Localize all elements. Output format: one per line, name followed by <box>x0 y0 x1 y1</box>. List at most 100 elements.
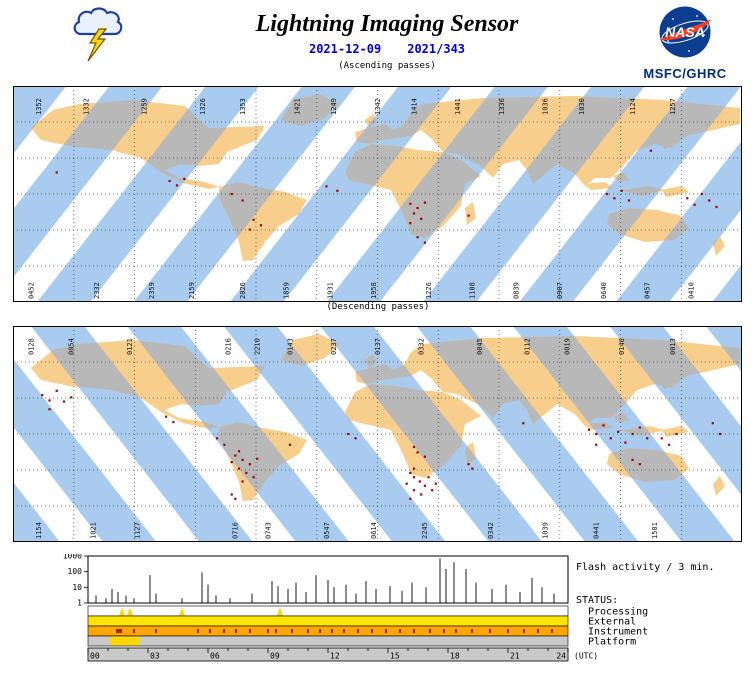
y-axis-tick-label: 10 <box>72 583 82 592</box>
lightning-flash-dot <box>602 424 605 427</box>
time-unit-label: (UTC) <box>574 652 598 661</box>
descending-map-wrap: 0128 0054 0121 0216 2210 0143 0237 0137 0332 0045… <box>13 326 756 542</box>
red-swoosh-icon <box>660 19 711 41</box>
lightning-flash-dot <box>230 192 233 196</box>
lightning-flash-dot <box>693 203 696 206</box>
status-mark <box>429 629 431 633</box>
lightning-flash-dot <box>431 489 434 492</box>
lightning-flash-dot <box>252 476 255 479</box>
lightning-flash-dot <box>230 493 233 496</box>
lightning-flash-dot <box>423 201 426 204</box>
time-tick-label: 18 <box>450 652 460 661</box>
orbit-time-label: 0121 <box>126 338 134 355</box>
lightning-flash-dot <box>595 432 598 436</box>
header: Lightning Imaging Sensor 2021-12-09 2021/… <box>0 0 756 86</box>
status-mark <box>119 607 125 616</box>
orbit-time-label: 0237 <box>330 338 338 355</box>
status-row-platform <box>87 635 569 647</box>
orbit-time-label: 1039 <box>542 522 550 539</box>
lightning-flash-dot <box>70 396 73 399</box>
lightning-flash-dot <box>467 463 470 466</box>
lightning-flash-dot <box>638 463 641 466</box>
lightning-flash-dot <box>631 432 634 436</box>
orbit-time-label: 1021 <box>90 522 98 539</box>
lightning-flash-dot <box>617 430 620 433</box>
time-tick-label: 21 <box>510 652 520 661</box>
lightning-flash-dot <box>423 455 426 458</box>
lightning-flash-dot <box>423 484 426 487</box>
descending-passes-label: (Descending passes) <box>326 302 430 312</box>
latlon-grid <box>13 326 742 542</box>
star <box>688 50 690 52</box>
orbit-time-label: 1931 <box>327 282 335 299</box>
latlon-grid <box>13 86 742 302</box>
status-mark <box>235 629 237 633</box>
lightning-flash-dot <box>175 184 179 187</box>
lightning-flash-dot <box>646 437 649 440</box>
lightning-flash-dot <box>230 461 233 464</box>
orbit-time-label: 0019 <box>563 338 571 355</box>
lightning-flash-dot <box>55 389 58 392</box>
orbit-time-label: 1226 <box>425 282 433 299</box>
ascending-passes-map: 1352 1332 1259 1326 1353 1421 1249 1342 1414 1441… <box>13 86 742 302</box>
lightning-flash-dot <box>354 437 357 440</box>
orbit-time-label: 0452 <box>28 282 36 299</box>
page-title: Lightning Imaging Sensor <box>255 11 519 37</box>
orbit-time-label: 0410 <box>687 282 695 299</box>
orbit-time-label: 2359 <box>148 282 156 299</box>
orbit-time-label: 1154 <box>35 522 43 539</box>
ascending-passes-label: (Ascending passes) <box>338 61 436 71</box>
orbit-time-label: 0441 <box>593 522 601 539</box>
time-tick-label: 24 <box>556 652 566 661</box>
orbit-time-label: 2026 <box>239 282 247 299</box>
orbit-time-label: 1326 <box>199 98 207 115</box>
lightning-flash-dot <box>631 458 634 461</box>
orbit-time-label: 1421 <box>294 98 302 115</box>
status-mark <box>155 629 157 633</box>
lightning-flash-dot <box>595 443 598 446</box>
lightning-flash-dot <box>412 476 416 479</box>
y-axis-tick-label: 100 <box>68 567 83 576</box>
orbit-time-label: 1249 <box>330 98 338 115</box>
lightning-flash-dot <box>715 205 718 209</box>
lightning-flash-dot <box>708 199 711 202</box>
storm-icon <box>73 7 123 62</box>
lightning-flash-dot <box>660 437 663 440</box>
orbit-time-label: 1352 <box>35 98 43 115</box>
status-mark <box>489 629 491 633</box>
lightning-flash-dot <box>168 179 171 183</box>
lightning-flash-dot <box>700 192 703 196</box>
orbit-time-label: 1342 <box>374 98 382 115</box>
orbit-time-label: 1030 <box>578 98 586 115</box>
orbit-time-label: 1353 <box>239 98 247 115</box>
lightning-flash-dot <box>624 441 627 444</box>
map-border <box>13 86 742 302</box>
lightning-flash-dot <box>420 217 423 220</box>
lightning-flash-dot <box>336 189 339 192</box>
lightning-flash-dot <box>409 471 412 474</box>
lightning-flash-dot <box>405 482 408 485</box>
orbit-time-label: 0054 <box>68 338 76 355</box>
status-mark <box>385 629 387 633</box>
status-mark <box>307 629 309 633</box>
lightning-flash-dot <box>165 415 168 418</box>
lightning-flash-dot <box>420 493 423 496</box>
status-mark <box>507 629 509 633</box>
orbit-time-label: 1259 <box>141 98 149 115</box>
lightning-flash-dot <box>412 489 416 492</box>
lightning-flash-dot <box>423 241 426 244</box>
flash-activity-status-panel: 1000 100 10 1 Flash activity / 3 min. STATUS:… <box>63 554 714 662</box>
status-mark <box>120 629 122 633</box>
lightning-flash-dot <box>587 428 590 431</box>
orbit-time-label: 0216 <box>224 338 232 355</box>
date-label: 2021-12-09 <box>308 42 382 56</box>
status-row-label: Processing <box>588 607 648 618</box>
nasa-logo: NASA <box>659 6 711 58</box>
orbit-time-label: 2159 <box>188 282 196 299</box>
lightning-flash-dot <box>416 236 419 239</box>
status-row-external <box>87 615 569 627</box>
lightning-flash-dot <box>245 471 248 474</box>
lightning-flash-dot <box>711 422 714 425</box>
time-tick-label: 15 <box>390 652 400 661</box>
orbit-time-label: 0128 <box>28 338 36 355</box>
